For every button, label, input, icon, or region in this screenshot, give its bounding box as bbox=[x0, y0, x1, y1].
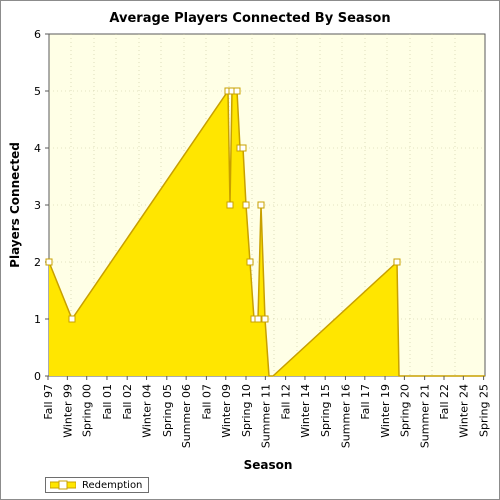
x-tick-label: Fall 17 bbox=[359, 384, 372, 420]
x-tick-label: Winter 24 bbox=[457, 384, 470, 438]
series-markers bbox=[45, 87, 401, 323]
data-point bbox=[257, 201, 265, 209]
x-tick-label: Fall 22 bbox=[438, 384, 451, 420]
data-point bbox=[393, 258, 401, 266]
x-tick-label: Summer 16 bbox=[339, 384, 352, 448]
y-tick-label: 4 bbox=[34, 142, 41, 155]
x-tick-label: Spring 05 bbox=[161, 384, 174, 437]
y-tick-label: 0 bbox=[34, 370, 41, 383]
data-point bbox=[246, 258, 254, 266]
x-tick-label: Spring 00 bbox=[81, 384, 94, 437]
x-tick-label: Fall 97 bbox=[42, 384, 55, 420]
data-point bbox=[239, 144, 247, 152]
x-tick-label: Summer 21 bbox=[419, 384, 432, 448]
x-tick-label: Spring 10 bbox=[240, 384, 253, 437]
x-tick-label: Fall 02 bbox=[121, 384, 134, 420]
x-axis: Fall 97 Winter 99 Spring 00 Fall 01 Fall 02 W… bbox=[42, 376, 491, 448]
data-point bbox=[242, 201, 250, 209]
data-point bbox=[254, 315, 262, 323]
x-tick-label: Spring 25 bbox=[478, 384, 491, 437]
data-point bbox=[261, 315, 269, 323]
x-tick-label: Winter 14 bbox=[299, 384, 312, 438]
y-tick-label: 6 bbox=[34, 28, 41, 41]
x-tick-label: Winter 04 bbox=[141, 384, 154, 438]
y-axis-label: Players Connected bbox=[8, 142, 22, 268]
x-tick-label: Winter 09 bbox=[220, 384, 233, 438]
x-tick-label: Fall 07 bbox=[200, 384, 213, 420]
y-tick-label: 5 bbox=[34, 85, 41, 98]
series-area-fill bbox=[49, 91, 485, 376]
y-axis: 0 1 2 3 4 5 6 bbox=[34, 28, 49, 383]
y-tick-label: 2 bbox=[34, 256, 41, 269]
y-tick-label: 3 bbox=[34, 199, 41, 212]
x-tick-label: Winter 19 bbox=[379, 384, 392, 438]
legend-swatch bbox=[50, 480, 76, 490]
chart-title: Average Players Connected By Season bbox=[109, 11, 390, 26]
data-point bbox=[45, 258, 53, 266]
legend: Redemption bbox=[45, 477, 150, 493]
data-point bbox=[233, 87, 241, 95]
data-point bbox=[68, 315, 76, 323]
x-tick-label: Fall 12 bbox=[280, 384, 293, 420]
legend-label: Redemption bbox=[82, 479, 143, 491]
x-tick-label: Spring 20 bbox=[398, 384, 411, 437]
x-tick-label: Summer 06 bbox=[180, 384, 193, 448]
x-tick-label: Summer 11 bbox=[259, 384, 272, 448]
y-tick-label: 1 bbox=[34, 313, 41, 326]
x-tick-label: Spring 15 bbox=[319, 384, 332, 437]
data-point bbox=[226, 201, 234, 209]
x-tick-label: Fall 01 bbox=[101, 384, 114, 420]
x-tick-label: Winter 99 bbox=[61, 384, 74, 438]
x-axis-label: Season bbox=[244, 458, 293, 472]
